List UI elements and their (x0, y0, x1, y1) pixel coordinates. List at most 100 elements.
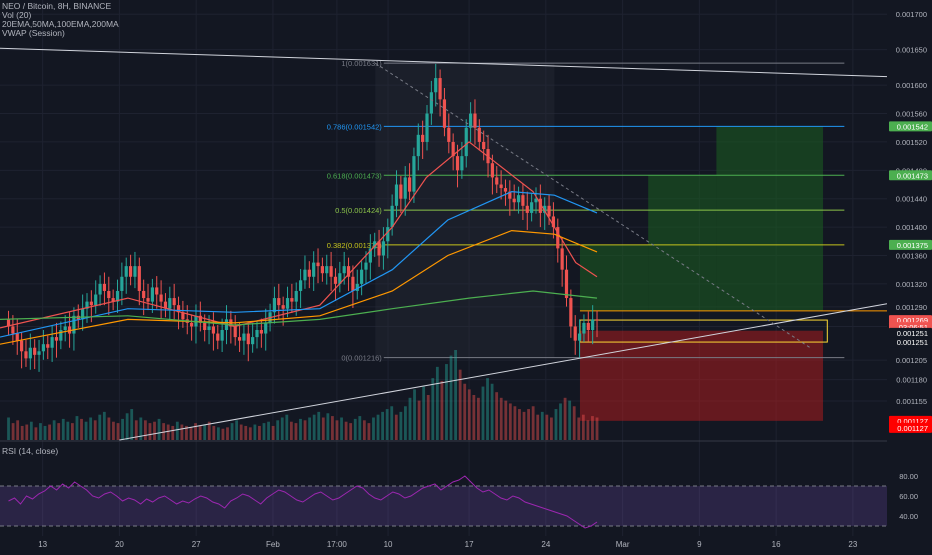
volume-bar (52, 420, 56, 440)
volume-bar (568, 400, 572, 440)
volume-bar (417, 400, 421, 440)
candle-body (102, 283, 107, 291)
candle-body (15, 333, 19, 341)
volume-bar (499, 397, 503, 440)
candle-body (547, 205, 551, 217)
candle-body (190, 322, 194, 327)
candle-body (573, 326, 577, 341)
symbol-title[interactable]: NEO / Bitcoin, 8H, BINANCE (2, 1, 112, 11)
candle-body (403, 177, 407, 199)
time-tick-label: Mar (616, 540, 630, 549)
volume-bar (221, 428, 225, 440)
volume-bar (84, 421, 88, 440)
candle-body (24, 351, 28, 359)
fib-label: 0.382(0.001375) (327, 241, 383, 250)
volume-bar (449, 355, 453, 440)
volume-bar (531, 406, 535, 440)
volume-bar (253, 424, 257, 440)
volume-bar (70, 423, 74, 440)
volume-bar (121, 418, 124, 440)
volume-bar (25, 424, 29, 440)
volume-bar (522, 411, 526, 440)
volume-bar (581, 414, 585, 440)
candle-body (290, 298, 294, 302)
price-axis[interactable]: 0.001700 0.001650 0.001600 0.001560 0.001520… (887, 0, 932, 550)
loss-zone (579, 330, 824, 421)
volume-bar (235, 420, 239, 440)
volume-bar (185, 425, 188, 440)
fibonacci-levels: 1(0.001631) 0.786(0.001542) 0.618(0.001473… (327, 59, 845, 363)
price-badge-label: 0.001473 (897, 171, 928, 180)
candle-body (429, 92, 433, 114)
vwap-indicator-label[interactable]: VWAP (Session) (2, 28, 65, 38)
candlesticks (6, 63, 599, 372)
candle-body (569, 298, 573, 327)
volume-bars (7, 350, 599, 440)
price-tick-label: 0.001400 (896, 223, 927, 232)
rsi-tick-label: 80.00 (899, 472, 918, 481)
candle-body (89, 301, 93, 306)
price-badge-label: 0.001269 (897, 316, 928, 325)
volume-bar (166, 424, 170, 440)
volume-bar (230, 423, 234, 440)
volume-bar (308, 417, 312, 440)
rsi-label[interactable]: RSI (14, close) (2, 446, 59, 456)
volume-bar (540, 411, 544, 440)
ma-line-200ma (0, 290, 598, 326)
candle-body (137, 266, 141, 291)
candle-body (181, 312, 185, 320)
volume-bar (527, 409, 530, 440)
volume-bar (262, 423, 266, 440)
moving-averages (0, 141, 598, 345)
fib-label: 0(0.001216) (341, 354, 382, 363)
candle-body (198, 315, 202, 323)
candle-body (495, 177, 499, 185)
volume-bar (303, 420, 307, 440)
candle-body (120, 276, 124, 291)
candle-body (85, 301, 89, 309)
volume-bar (577, 417, 581, 440)
volume-bar (349, 423, 353, 440)
volume-bar (335, 420, 339, 440)
candle-body (28, 347, 32, 359)
candle-body (407, 177, 412, 192)
candle-body (338, 273, 342, 284)
volume-indicator-label[interactable]: Vol (20) (2, 10, 32, 20)
candle-body (81, 308, 85, 320)
ma-indicator-label[interactable]: 20EMA,50MA,100EMA,200MA (2, 19, 119, 29)
volume-bar (495, 392, 499, 440)
volume-bar (294, 423, 298, 440)
volume-bar (258, 425, 261, 440)
volume-bar (572, 406, 576, 440)
price-badge (889, 121, 932, 132)
candle-body (54, 337, 59, 341)
candle-body (473, 113, 477, 128)
time-axis[interactable]: 13 20 27 Feb 17:00 10 17 24 Mar 9 16 23 (38, 540, 858, 549)
volume-bar (340, 417, 343, 440)
price-badge (889, 239, 932, 250)
volume-bar (148, 423, 152, 440)
volume-bar (171, 425, 175, 440)
candle-body (50, 337, 54, 348)
candle-body (386, 227, 390, 242)
price-tick-label: 0.001520 (896, 138, 927, 147)
volume-bar (276, 420, 280, 440)
candle-body (242, 333, 246, 341)
candle-body (543, 205, 547, 213)
volume-bar (317, 411, 321, 440)
volume-bar (16, 420, 20, 440)
volume-bar (518, 409, 521, 440)
volume-bar (508, 403, 512, 440)
volume-bar (7, 417, 10, 440)
trendlines (0, 47, 888, 441)
candle-body (381, 241, 386, 256)
candle-body (124, 266, 128, 277)
price-badge-label: 0.001251 (897, 338, 928, 347)
volume-bar (180, 424, 184, 440)
volume-bar (394, 414, 398, 440)
candle-body (298, 280, 303, 291)
volume-bar (212, 425, 216, 440)
time-tick-label: 23 (848, 540, 857, 549)
volume-bar (271, 425, 275, 440)
